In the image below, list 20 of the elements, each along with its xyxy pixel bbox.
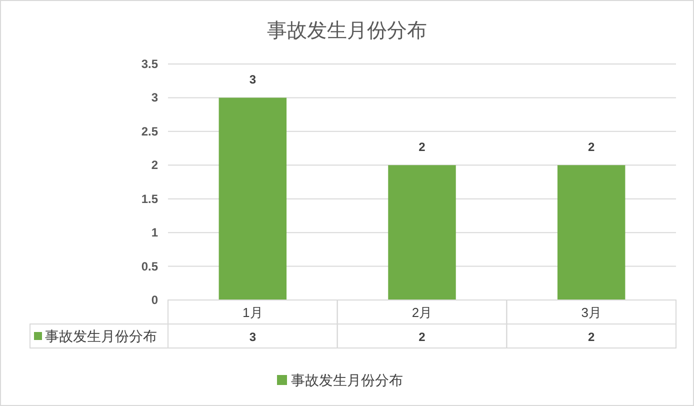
x-tick-label: 2月	[412, 305, 432, 320]
y-tick-label: 1.5	[141, 192, 158, 206]
y-tick-label: 2	[151, 158, 158, 172]
y-tick-label: 2.5	[141, 124, 158, 138]
data-label: 2	[588, 330, 595, 344]
y-tick-label: 1	[151, 226, 158, 240]
annotation: 2	[588, 140, 595, 154]
data-label: 2	[418, 330, 426, 344]
y-tick-label: 0	[151, 293, 158, 307]
legend: 事故发生月份分布	[277, 372, 403, 388]
legend-label: 事故发生月份分布	[45, 328, 157, 344]
annotation: 3	[249, 72, 256, 87]
y-tick-label: 3	[151, 90, 158, 105]
y-tick-label: 0.5	[141, 259, 158, 274]
title: 事故发生月份分布	[267, 20, 427, 42]
y-tick-label: 3.5	[141, 57, 158, 71]
x-tick-label: 1月	[242, 305, 263, 320]
x-tick-label: 3月	[581, 305, 602, 320]
annotation: 2	[418, 140, 426, 154]
data-label: 3	[249, 330, 256, 344]
